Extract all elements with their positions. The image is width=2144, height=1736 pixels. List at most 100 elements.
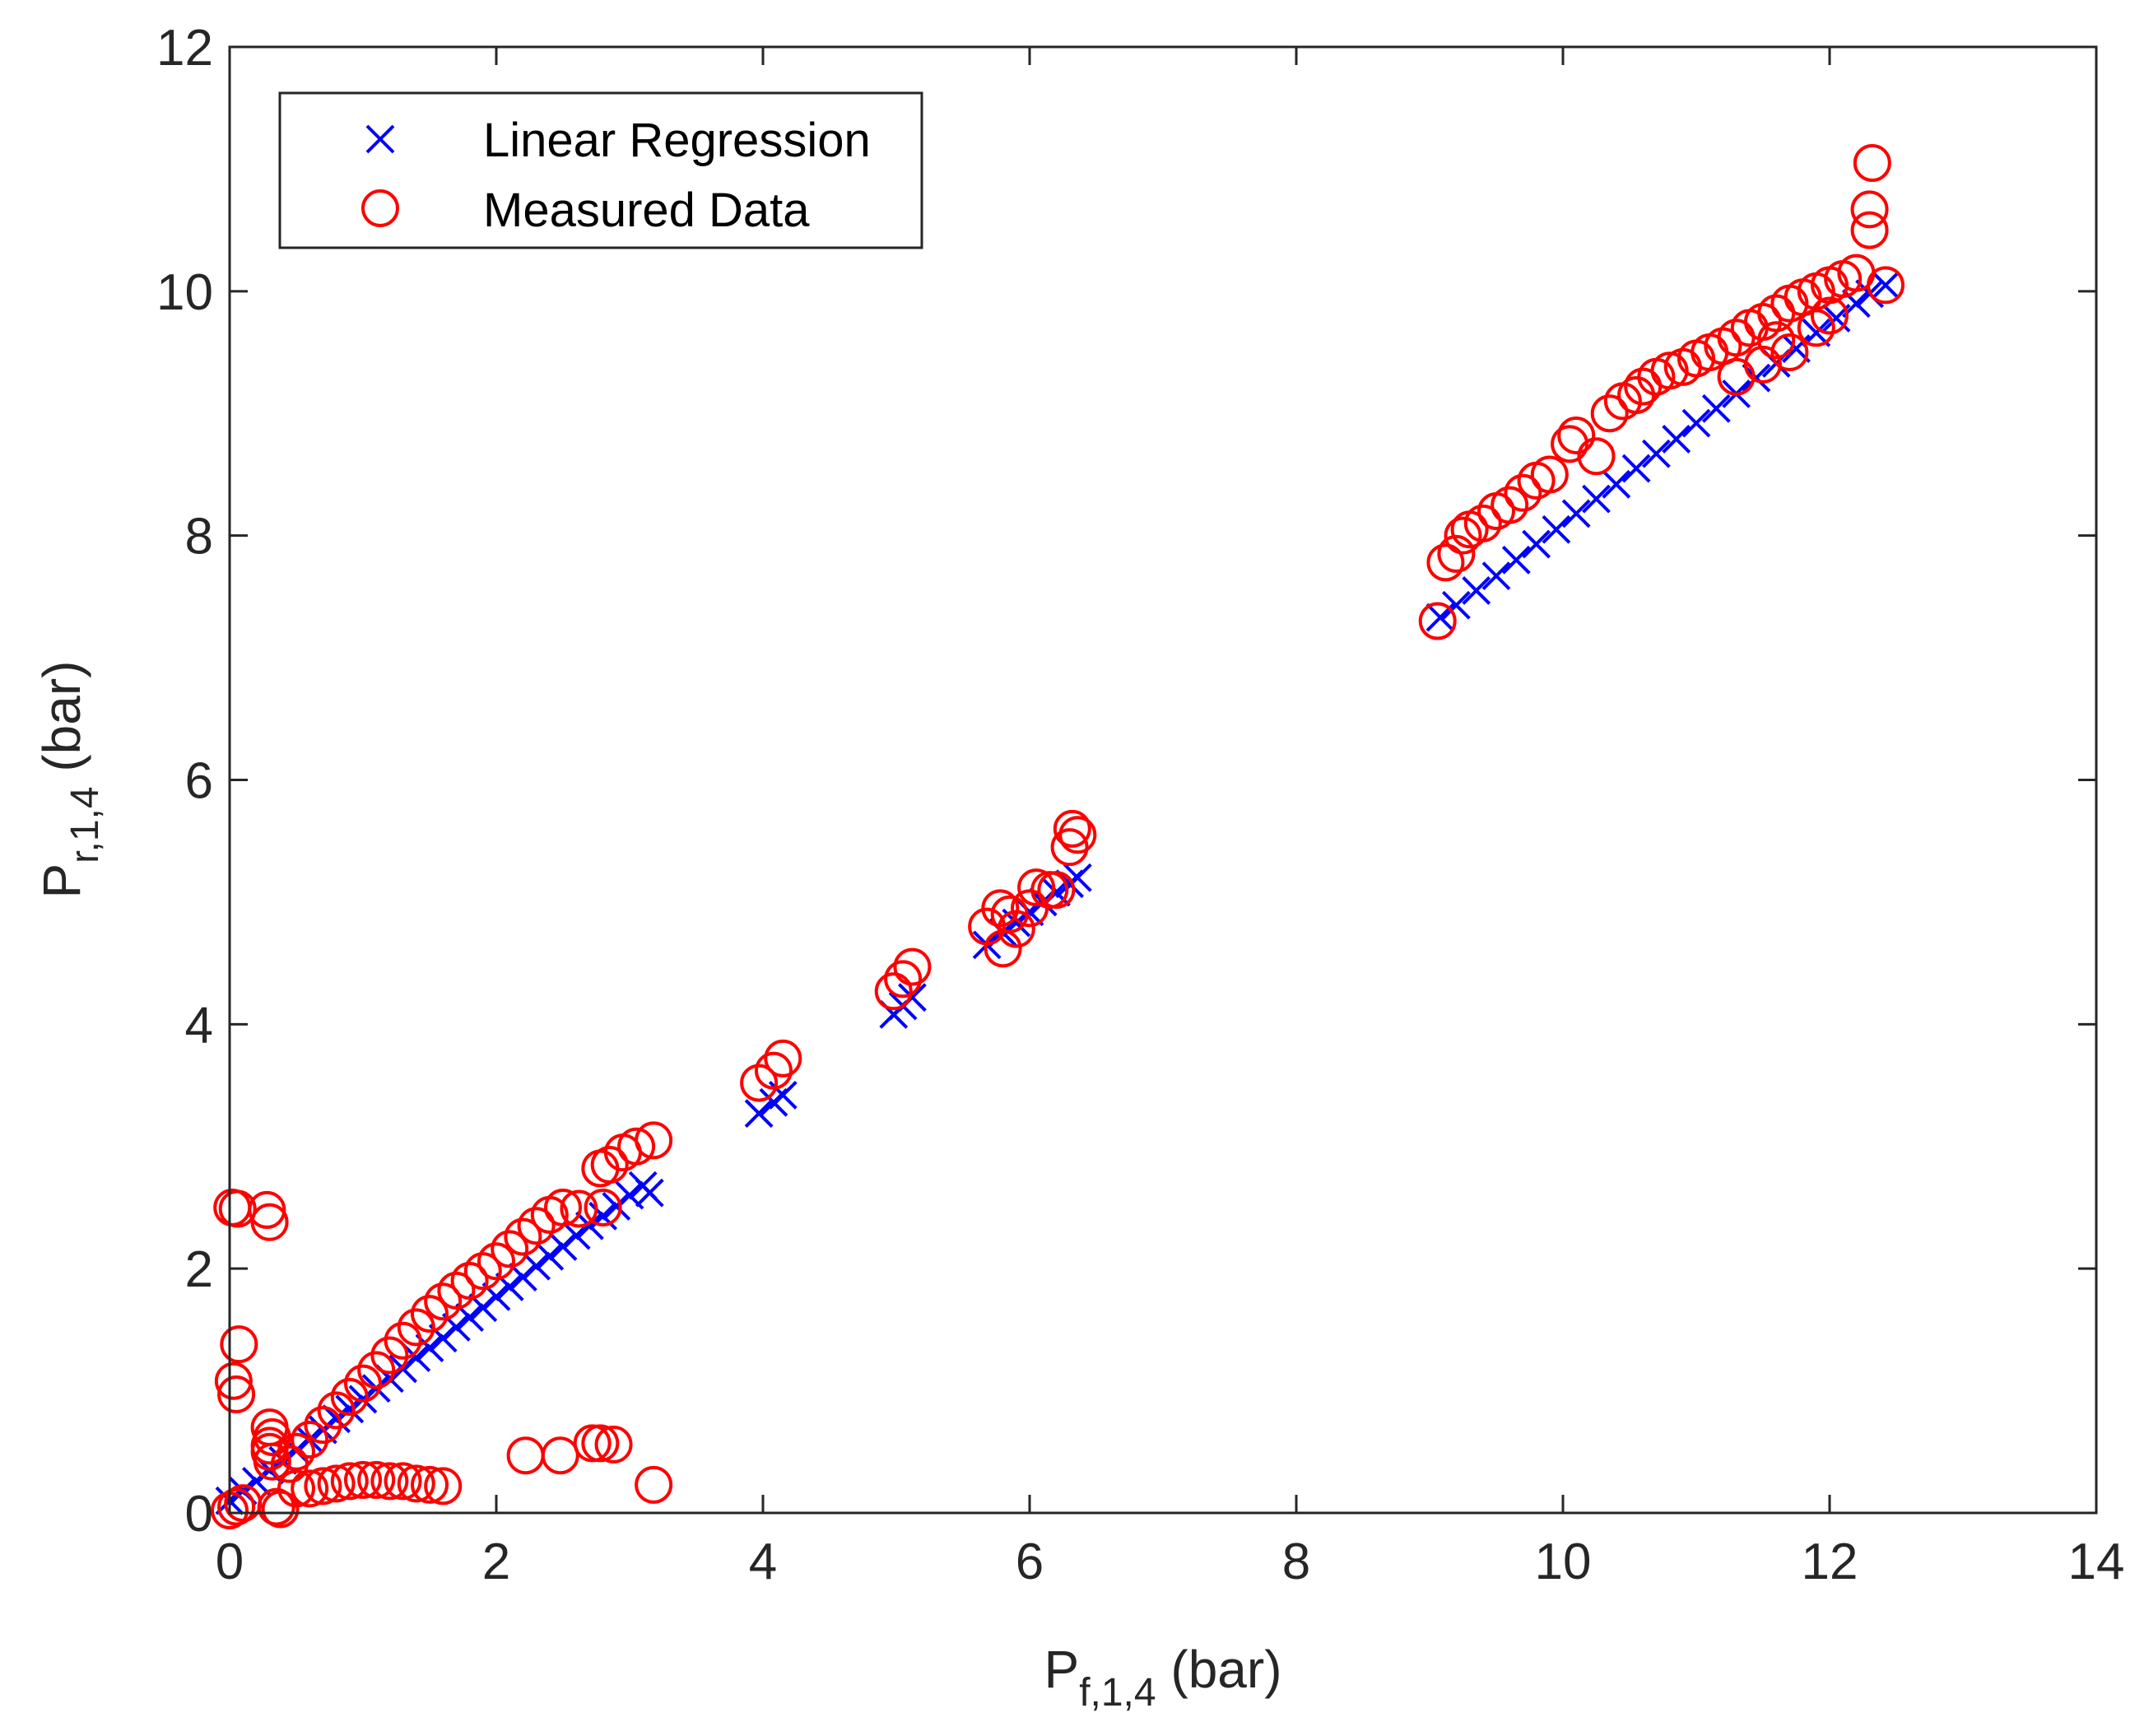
y-tick-label: 10 bbox=[156, 264, 213, 321]
data-point-circle bbox=[1853, 143, 1891, 182]
data-point-x bbox=[1522, 529, 1551, 559]
data-layer bbox=[211, 143, 1905, 1530]
data-point-x bbox=[574, 1211, 604, 1240]
data-point-circle bbox=[357, 1460, 396, 1499]
data-point-circle bbox=[397, 1308, 435, 1347]
data-point-circle bbox=[463, 1252, 502, 1291]
data-point-circle bbox=[1850, 190, 1889, 229]
data-point-circle bbox=[411, 1465, 449, 1504]
data-point-circle bbox=[541, 1436, 579, 1475]
data-point-circle bbox=[1530, 455, 1569, 494]
y-tick-label: 12 bbox=[156, 20, 213, 77]
data-point-circle bbox=[584, 1188, 622, 1226]
data-point-circle bbox=[1770, 333, 1809, 372]
x-tick-label: 4 bbox=[749, 1534, 777, 1590]
data-point-circle bbox=[1867, 266, 1905, 305]
data-point-x bbox=[1441, 590, 1471, 620]
data-point-circle bbox=[1037, 871, 1076, 910]
data-point-circle bbox=[250, 1203, 289, 1241]
data-point-circle bbox=[581, 1424, 620, 1463]
data-point-circle bbox=[370, 1336, 409, 1375]
data-point-circle bbox=[1426, 543, 1465, 582]
data-point-circle bbox=[635, 1465, 673, 1504]
data-point-circle bbox=[437, 1271, 476, 1310]
data-point-x bbox=[1871, 270, 1900, 300]
data-point-circle bbox=[1744, 345, 1782, 384]
data-point-circle bbox=[1797, 309, 1835, 347]
data-point-circle bbox=[984, 929, 1022, 968]
data-point-circle bbox=[1444, 516, 1482, 555]
legend-box bbox=[278, 91, 923, 249]
data-point-circle bbox=[384, 1321, 422, 1360]
data-point-x bbox=[561, 1221, 591, 1250]
data-point-circle bbox=[491, 1230, 529, 1268]
data-point-circle bbox=[411, 1295, 449, 1333]
legend-marker-circle-icon bbox=[361, 189, 399, 227]
data-point-circle bbox=[1491, 486, 1529, 524]
data-point-circle bbox=[1504, 473, 1542, 512]
data-point-x bbox=[1641, 439, 1671, 468]
data-point-x bbox=[322, 1404, 351, 1434]
data-point-x bbox=[1561, 499, 1591, 528]
data-point-circle bbox=[874, 972, 913, 1011]
data-point-circle bbox=[214, 1361, 253, 1400]
x-tick-label: 2 bbox=[482, 1534, 510, 1590]
data-point-x bbox=[1462, 576, 1491, 605]
legend-label-linear-regression: Linear Regression bbox=[483, 114, 871, 167]
data-point-circle bbox=[304, 1467, 342, 1506]
data-point-circle bbox=[1463, 504, 1502, 542]
data-point-x bbox=[241, 1466, 271, 1496]
data-point-circle bbox=[1050, 828, 1089, 867]
y-tick-label: 0 bbox=[185, 1486, 213, 1543]
data-point-circle bbox=[217, 1375, 256, 1414]
x-axis-label-main: P bbox=[1044, 1640, 1080, 1699]
data-point-circle bbox=[291, 1469, 329, 1508]
x-tick-label: 8 bbox=[1282, 1534, 1310, 1590]
legend-label-measured-data: Measured Data bbox=[483, 184, 810, 237]
data-point-x bbox=[1481, 561, 1511, 591]
data-point-circle bbox=[344, 1364, 382, 1403]
data-point-circle bbox=[220, 1325, 258, 1364]
data-point-circle bbox=[317, 1391, 356, 1430]
series-measured-data bbox=[211, 143, 1905, 1530]
y-axis-label-unit: (bar) bbox=[32, 661, 91, 787]
data-point-circle bbox=[218, 1189, 257, 1228]
data-point-circle bbox=[594, 1425, 633, 1464]
data-point-circle bbox=[424, 1282, 463, 1321]
y-tick-label: 2 bbox=[185, 1241, 213, 1298]
data-point-circle bbox=[617, 1127, 656, 1166]
data-point-circle bbox=[253, 1442, 291, 1481]
data-point-x bbox=[1542, 514, 1571, 544]
x-axis-label-subscript: f,1,4 bbox=[1079, 1671, 1156, 1715]
data-point-circle bbox=[740, 1063, 779, 1102]
y-axis-label-main: P bbox=[32, 863, 91, 899]
data-point-circle bbox=[1053, 809, 1091, 848]
data-point-circle bbox=[544, 1188, 582, 1226]
data-point-x bbox=[588, 1201, 618, 1231]
data-point-circle bbox=[1850, 211, 1889, 249]
data-point-circle bbox=[754, 1051, 793, 1090]
data-point-circle bbox=[1058, 816, 1097, 854]
data-point-circle bbox=[997, 910, 1035, 948]
data-point-x bbox=[548, 1232, 578, 1261]
legend-marker-x-icon bbox=[365, 124, 395, 154]
x-tick-label: 0 bbox=[216, 1534, 244, 1590]
data-point-x bbox=[635, 1178, 664, 1208]
data-point-circle bbox=[1811, 296, 1849, 335]
data-point-circle bbox=[304, 1406, 342, 1445]
data-point-circle bbox=[1557, 416, 1596, 454]
data-point-x bbox=[522, 1251, 551, 1281]
data-point-circle bbox=[397, 1464, 435, 1503]
x-tick-label: 6 bbox=[1016, 1534, 1044, 1590]
data-point-x bbox=[602, 1192, 631, 1221]
data-point-circle bbox=[330, 1378, 369, 1417]
data-point-circle bbox=[517, 1207, 556, 1245]
data-point-x bbox=[402, 1343, 431, 1372]
data-point-circle bbox=[277, 1432, 315, 1471]
x-tick-label: 12 bbox=[1802, 1534, 1858, 1590]
data-point-x bbox=[1662, 425, 1691, 454]
data-point-x bbox=[508, 1263, 537, 1292]
data-point-circle bbox=[477, 1242, 515, 1281]
data-point-circle bbox=[884, 960, 923, 998]
